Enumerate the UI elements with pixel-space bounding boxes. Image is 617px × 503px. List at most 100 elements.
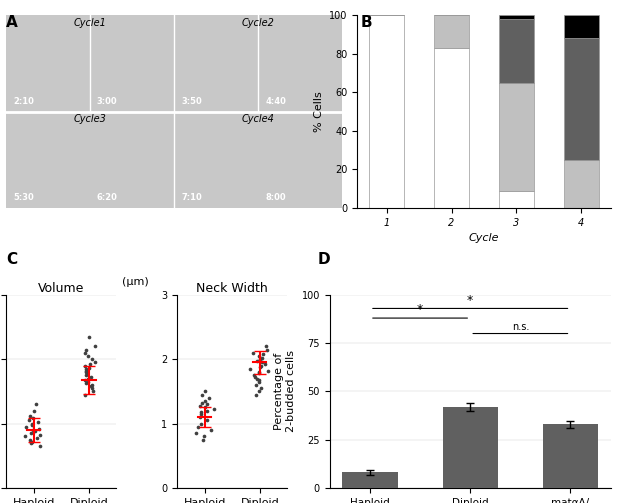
Point [86, 382, 96, 390]
Point [81, 365, 91, 373]
Point [196, 410, 205, 418]
Point [28, 421, 38, 429]
Point [87, 355, 97, 363]
Text: 3:00: 3:00 [97, 97, 118, 106]
Point [91, 343, 101, 351]
Point [209, 405, 218, 413]
Text: 2:10: 2:10 [13, 97, 34, 106]
Point [255, 355, 265, 363]
Point [32, 434, 42, 442]
Point [200, 387, 210, 395]
Point [246, 365, 255, 373]
Point [86, 373, 96, 381]
Point [81, 368, 91, 376]
Text: Cycle2: Cycle2 [242, 18, 275, 28]
Point [83, 369, 93, 377]
Point [31, 400, 41, 408]
Point [254, 368, 263, 376]
Point [27, 438, 36, 446]
Point [196, 401, 205, 409]
Point [83, 378, 93, 386]
Point [202, 407, 212, 415]
Bar [563, 160, 599, 208]
Point [28, 426, 38, 434]
Point [193, 423, 203, 431]
Point [254, 378, 263, 386]
Point [200, 397, 210, 405]
Point [83, 352, 93, 360]
Bar [369, 15, 404, 208]
Bar [543, 424, 598, 488]
Point [88, 381, 97, 389]
Point [81, 367, 91, 375]
Point [199, 433, 209, 441]
Text: 3:50: 3:50 [181, 97, 202, 106]
Point [262, 346, 271, 354]
Bar [342, 472, 397, 488]
Point [202, 416, 212, 425]
Point [256, 362, 266, 370]
Point [29, 407, 39, 415]
Point [197, 391, 207, 399]
Point [83, 375, 93, 383]
Point [20, 433, 30, 441]
Point [27, 439, 36, 447]
Point [255, 363, 265, 371]
Title: Volume: Volume [38, 282, 85, 295]
Point [27, 420, 37, 428]
Text: C: C [6, 252, 17, 267]
Point [25, 412, 35, 420]
Point [254, 369, 264, 377]
Text: 5:30: 5:30 [13, 193, 34, 202]
Y-axis label: Percentage of
2-budded cells: Percentage of 2-budded cells [275, 351, 296, 433]
Point [260, 343, 270, 351]
Point [196, 408, 206, 416]
Point [21, 423, 31, 431]
Point [256, 384, 266, 392]
Text: 4:40: 4:40 [265, 97, 286, 106]
Point [254, 376, 264, 384]
Point [81, 379, 91, 387]
Text: 8:00: 8:00 [265, 193, 286, 202]
Point [25, 416, 35, 425]
Text: Cycle3: Cycle3 [74, 115, 107, 124]
Point [202, 400, 212, 408]
Bar [563, 38, 599, 160]
Text: A: A [6, 15, 18, 30]
Point [206, 426, 216, 434]
Point [249, 371, 259, 379]
Point [30, 427, 40, 435]
Point [35, 425, 44, 433]
Point [197, 399, 207, 407]
Point [80, 391, 89, 399]
Point [33, 418, 43, 427]
Point [191, 429, 201, 437]
Point [84, 332, 94, 341]
Point [252, 357, 262, 365]
Point [85, 360, 95, 368]
Text: (μm): (μm) [122, 277, 149, 287]
Point [257, 354, 267, 362]
Point [252, 375, 262, 383]
Point [90, 359, 100, 367]
Text: n.s.: n.s. [511, 321, 529, 331]
Point [80, 362, 89, 370]
Point [36, 431, 46, 439]
Point [88, 384, 97, 392]
Point [81, 346, 91, 354]
Point [88, 387, 98, 395]
Point [35, 442, 45, 450]
Bar [499, 191, 534, 208]
Point [257, 359, 267, 367]
Point [25, 436, 35, 444]
Point [80, 376, 90, 384]
Point [254, 387, 264, 395]
Bar [563, 15, 599, 38]
Point [84, 364, 94, 372]
Title: Neck Width: Neck Width [196, 282, 268, 295]
Point [258, 350, 268, 358]
Point [204, 394, 214, 402]
Bar [434, 15, 470, 48]
Point [251, 373, 260, 381]
Point [251, 381, 261, 389]
